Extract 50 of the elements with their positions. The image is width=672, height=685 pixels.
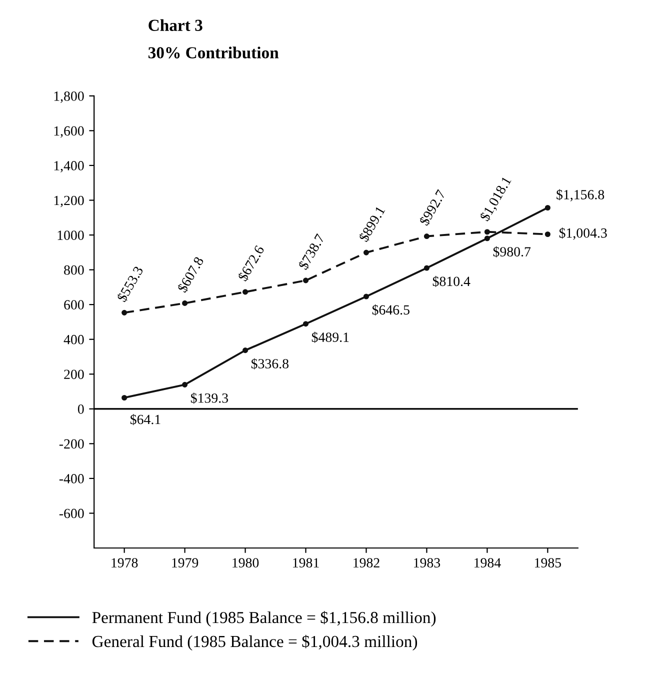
data-label: $1,004.3 — [559, 228, 607, 240]
data-label: $980.7 — [493, 246, 531, 258]
data-label: $810.4 — [432, 276, 470, 288]
y-tick-label: 400 — [64, 334, 84, 344]
point — [544, 231, 550, 238]
x-tick-label: 1981 — [293, 558, 319, 568]
y-tick-label: -400 — [59, 474, 84, 484]
y-tick-label: 1,600 — [54, 126, 84, 138]
legend-label: Permanent Fund (1985 Balance = $1,156.8 million) — [92, 610, 436, 627]
x-tick-label: 1978 — [112, 558, 138, 568]
x-tick-label: 1983 — [414, 558, 440, 568]
x-tick-label: 1979 — [172, 558, 198, 568]
point — [122, 394, 128, 401]
y-tick-label: 0 — [78, 404, 84, 414]
point — [484, 236, 490, 242]
point — [363, 250, 370, 256]
chart-title: Chart 3 — [148, 19, 202, 31]
y-tick-label: 1,200 — [54, 196, 84, 208]
y-tick-label: 200 — [64, 370, 84, 380]
y-tick-label: 800 — [64, 265, 84, 275]
data-label: $646.5 — [372, 304, 410, 316]
data-label: $64.1 — [130, 414, 160, 426]
point — [242, 348, 248, 354]
y-tick-label: 600 — [64, 300, 84, 310]
y-tick-label: 1000 — [58, 230, 84, 240]
point — [302, 321, 309, 327]
x-tick-label: 1984 — [474, 558, 501, 568]
point — [484, 229, 490, 235]
data-label: $336.8 — [251, 358, 288, 370]
y-tick-label: 1,800 — [54, 91, 84, 103]
y-tick-label: -200 — [59, 439, 84, 449]
legend-label: General Fund (1985 Balance = $1,004.3 million) — [92, 634, 418, 651]
x-tick-label: 1980 — [232, 558, 259, 568]
point — [424, 265, 430, 271]
data-label: $139.3 — [190, 392, 228, 404]
point — [544, 204, 550, 211]
point — [242, 289, 248, 295]
point — [182, 382, 188, 388]
data-label: $1,156.8 — [556, 189, 604, 202]
point — [302, 278, 309, 284]
point — [363, 294, 370, 300]
data-label: $489.1 — [312, 332, 349, 343]
y-tick-label: -600 — [59, 508, 84, 518]
y-tick-label: 1,400 — [54, 161, 84, 172]
x-tick-label: 1982 — [354, 558, 380, 568]
point — [424, 234, 430, 240]
point — [122, 310, 128, 316]
chart-subtitle: 30% Contribution — [148, 46, 279, 58]
point — [182, 300, 188, 306]
x-tick-label: 1985 — [535, 558, 562, 568]
